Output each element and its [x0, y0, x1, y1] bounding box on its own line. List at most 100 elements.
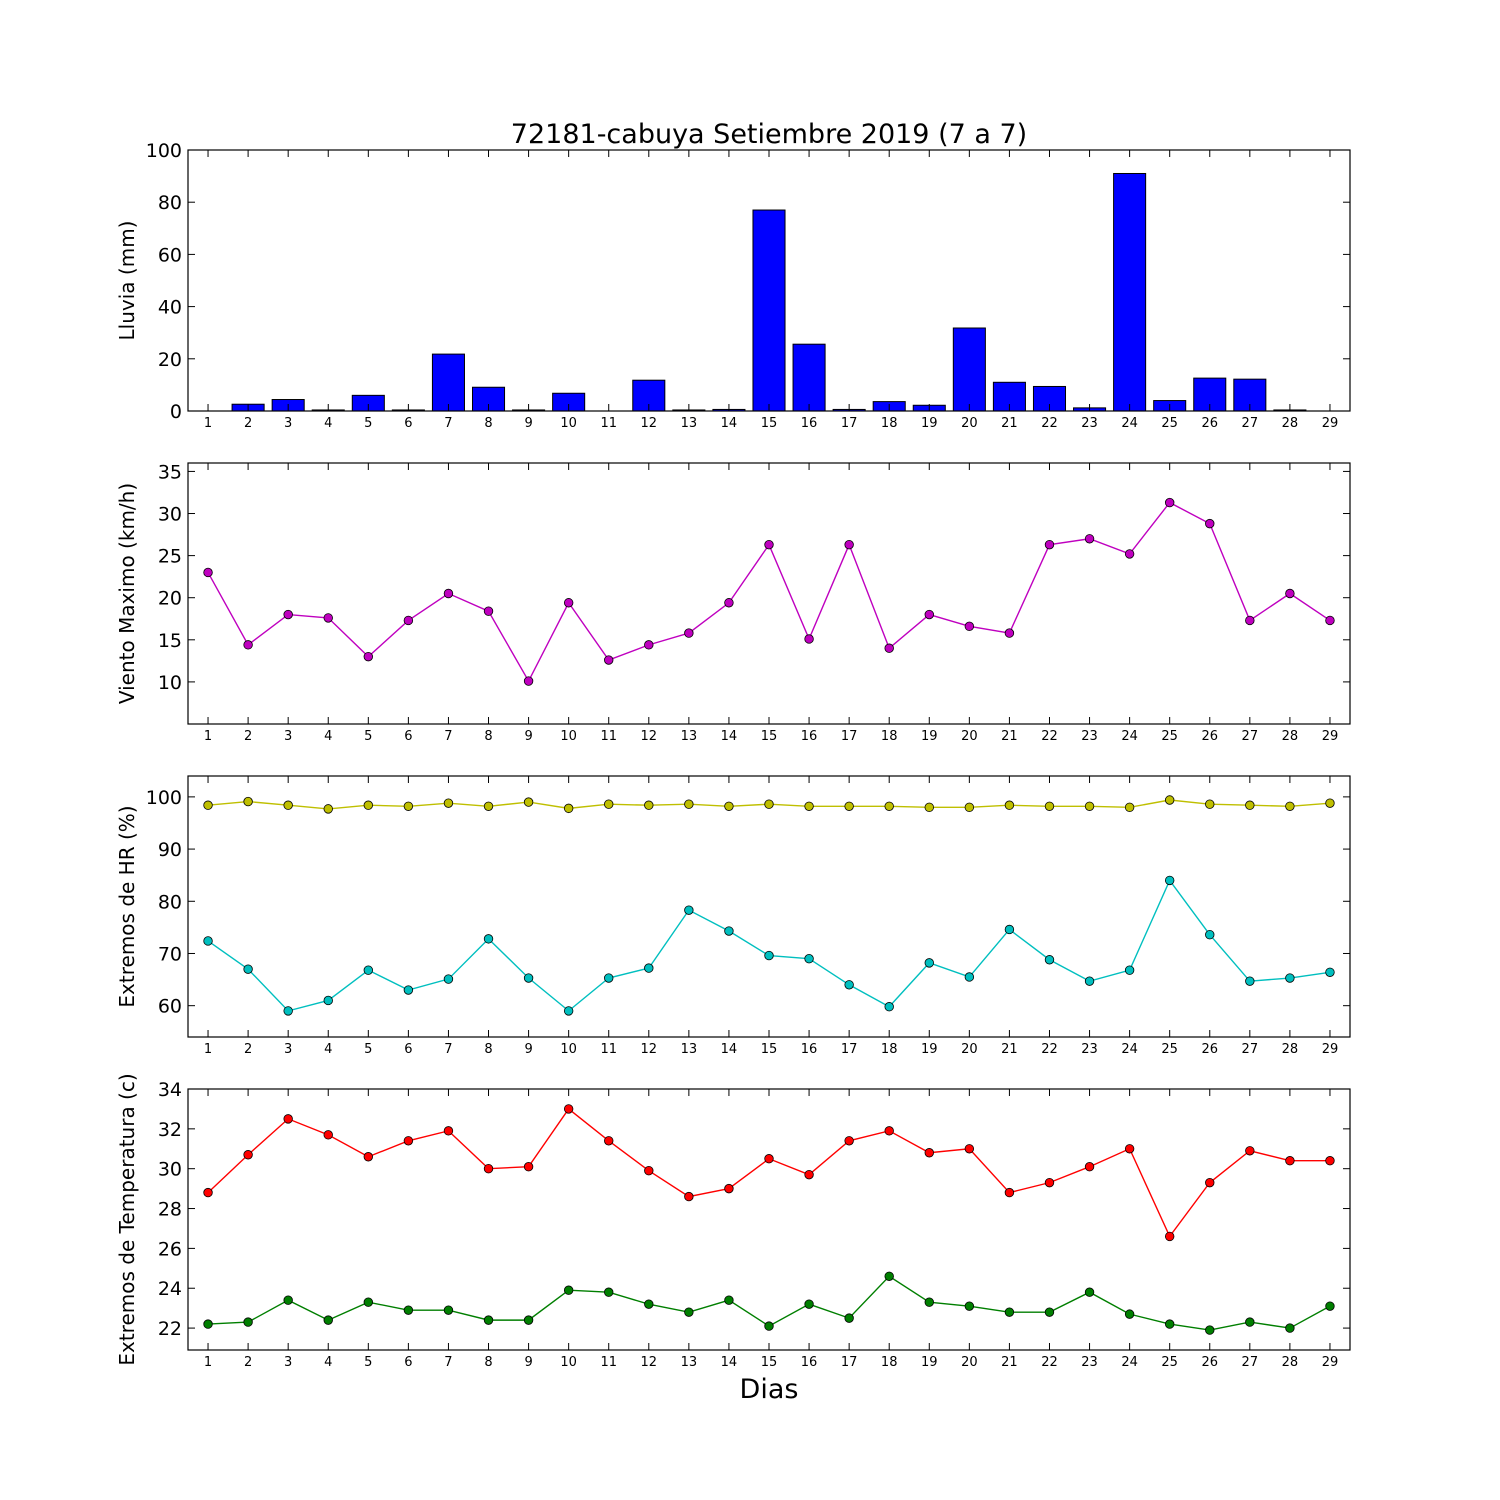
x-tick-label: 15: [761, 1042, 778, 1057]
x-tick-label: 6: [404, 416, 412, 431]
x-tick-label: 28: [1282, 416, 1299, 431]
x-tick-label: 17: [841, 416, 858, 431]
bar-day-16: [792, 343, 826, 412]
x-tick-label: 1: [204, 729, 212, 744]
x-tick-label: 23: [1081, 1042, 1098, 1057]
series-1-point-day-14: [724, 598, 734, 608]
series-1-point-day-13: [684, 799, 694, 809]
x-tick-label: 6: [404, 1042, 412, 1057]
series-1-point-day-26: [1205, 799, 1215, 809]
x-tick-label: 15: [761, 1355, 778, 1370]
x-tick-label: 8: [484, 1042, 492, 1057]
y-axis-label: Viento Maximo (km/h): [115, 483, 139, 704]
series-2-point-day-10: [563, 1285, 574, 1295]
series-2-point-day-27: [1245, 1317, 1255, 1327]
x-tick-label: 18: [881, 729, 898, 744]
series-1-point-day-11: [604, 655, 614, 665]
series-2-point-day-19: [924, 1297, 934, 1307]
x-tick-label: 22: [1041, 1355, 1058, 1370]
y-tick-label: 60: [158, 244, 182, 266]
series-2-point-day-17: [844, 980, 854, 990]
x-tick-label: 25: [1161, 416, 1178, 431]
series-2-point-day-7: [443, 1305, 454, 1315]
x-tick-label: 24: [1121, 1355, 1138, 1370]
series-2-point-day-20: [964, 1301, 975, 1311]
series-2-point-day-9: [523, 973, 534, 983]
series-1-point-day-7: [443, 588, 454, 599]
series-1-point-day-18: [884, 1126, 894, 1136]
y-tick-label: 26: [158, 1238, 182, 1260]
y-tick-label: 28: [158, 1199, 182, 1221]
series-1-point-day-18: [884, 801, 894, 811]
y-tick-label: 10: [158, 672, 182, 694]
series-2-point-day-1: [203, 936, 213, 946]
x-tick-label: 8: [484, 416, 492, 431]
series-1-point-day-26: [1205, 1177, 1215, 1188]
x-tick-label: 13: [681, 729, 698, 744]
series-1-point-day-1: [203, 567, 213, 578]
x-tick-label: 18: [881, 416, 898, 431]
x-tick-label: 2: [244, 729, 252, 744]
series-2-point-day-21: [1004, 1307, 1015, 1317]
series-line-1: [207, 501, 1331, 683]
series-1-point-day-29: [1325, 1156, 1335, 1166]
series-1-point-day-5: [363, 651, 374, 662]
series-2-point-day-22: [1044, 1307, 1055, 1317]
series-1-point-day-6: [403, 1136, 414, 1146]
series-2-point-day-14: [724, 1295, 734, 1305]
series-2-point-day-4: [323, 995, 333, 1006]
series-1-point-day-26: [1205, 518, 1215, 529]
x-tick-label: 12: [641, 729, 658, 744]
bar-day-24: [1113, 172, 1147, 412]
x-tick-label: 5: [364, 416, 372, 431]
x-tick-label: 19: [921, 416, 938, 431]
x-tick-label: 26: [1201, 1042, 1218, 1057]
x-tick-label: 17: [841, 1042, 858, 1057]
y-axis-label: Extremos de Temperatura (c): [115, 1073, 139, 1365]
series-1-point-day-27: [1245, 1146, 1255, 1156]
x-tick-label: 10: [560, 416, 577, 431]
series-1-point-day-2: [243, 1150, 253, 1160]
series-2-point-day-7: [443, 974, 454, 984]
series-1-point-day-16: [804, 1169, 814, 1180]
x-tick-label: 7: [444, 1042, 452, 1057]
x-tick-label: 27: [1242, 729, 1259, 744]
x-tick-label: 3: [284, 1042, 292, 1057]
y-tick-label: 80: [158, 192, 182, 214]
series-2-point-day-6: [403, 1305, 414, 1315]
series-1-point-day-16: [804, 634, 814, 644]
x-tick-label: 28: [1282, 1042, 1299, 1057]
y-tick-label: 70: [158, 943, 182, 965]
series-2-point-day-15: [764, 1321, 774, 1331]
x-tick-label: 21: [1001, 416, 1018, 431]
y-axis-label: Lluvia (mm): [115, 221, 139, 341]
series-2-point-day-27: [1245, 976, 1255, 986]
series-1-point-day-27: [1245, 800, 1255, 810]
x-tick-label: 8: [484, 729, 492, 744]
x-tick-label: 13: [681, 416, 698, 431]
x-tick-label: 10: [560, 729, 577, 744]
series-line-1: [207, 1107, 1330, 1238]
x-tick-label: 15: [761, 729, 778, 744]
x-tick-label: 22: [1041, 729, 1058, 744]
x-tick-label: 10: [560, 1042, 577, 1057]
series-2-point-day-16: [804, 954, 814, 964]
x-tick-label: 4: [324, 729, 332, 744]
x-tick-label: 23: [1081, 416, 1098, 431]
x-tick-label: 13: [681, 1355, 698, 1370]
x-tick-label: 26: [1201, 729, 1218, 744]
series-2-point-day-21: [1004, 924, 1015, 935]
y-tick-label: 90: [158, 839, 182, 861]
x-tick-label: 18: [881, 1355, 898, 1370]
series-2-point-day-17: [844, 1313, 854, 1323]
y-tick-label: 32: [158, 1119, 182, 1141]
series-2-point-day-1: [203, 1319, 213, 1329]
x-tick-label: 25: [1161, 1042, 1178, 1057]
y-tick-label: 30: [158, 504, 182, 526]
series-1-point-day-21: [1004, 800, 1015, 810]
series-1-point-day-10: [563, 1104, 574, 1114]
x-tick-label: 9: [524, 1355, 532, 1370]
